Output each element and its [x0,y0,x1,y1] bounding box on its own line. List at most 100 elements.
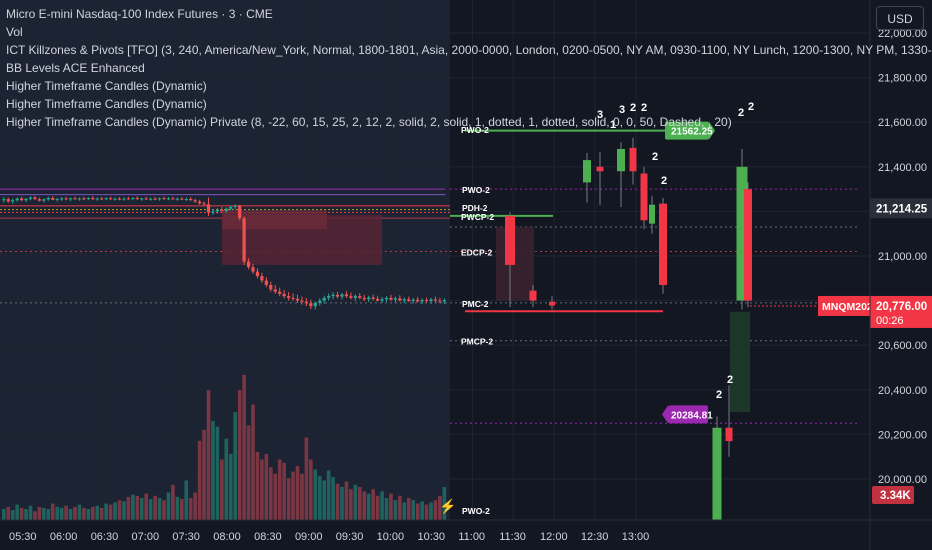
candle-body [238,205,242,219]
volume-bar [424,504,429,520]
candle-body [131,198,135,200]
candle-body [149,198,153,200]
time-tick-label: 10:30 [418,531,446,543]
candle-body [380,299,384,301]
symbol-title[interactable]: Micro E-mini Nasdaq-100 Index Futures · … [6,7,273,21]
volume-bar [415,503,420,520]
candle-body [331,294,335,297]
candle-body [278,291,282,294]
time-tick-label: 06:30 [91,531,119,543]
htf-candle-body [549,301,555,306]
volume-bar [380,491,384,520]
candle-body [33,197,37,200]
volume-bar [91,506,95,520]
volume-bar [326,470,331,520]
volume-bar [340,487,344,520]
crosshair-price-label: 21,214.25 [876,203,928,215]
time-axis[interactable] [0,520,932,550]
candle-body [273,289,277,292]
volume-bar [433,500,438,520]
htf-candle-body [725,427,733,442]
indicator-htf-candles-private[interactable]: Higher Timeframe Candles (Dynamic) Priva… [6,115,732,129]
htf-count-label: 3 [597,109,603,121]
volume-bar [153,495,157,520]
candle-body [362,297,366,300]
candle-body [73,198,77,200]
price-tick-label: 21,600.00 [878,117,927,129]
htf-candle-body [596,166,604,172]
candle-body [358,296,362,298]
volume-bar [95,505,100,520]
volume-bar [322,480,326,520]
volume-bar [175,496,180,520]
time-tick-label: 08:30 [254,531,282,543]
candle-body [11,200,15,202]
time-tick-label: 07:30 [172,531,200,543]
candle-body [20,198,24,201]
volume-bar [291,471,295,520]
candle-body [193,200,197,202]
volume-bar [131,494,135,520]
level-label: PWO-2 [461,125,489,135]
candle-body [327,296,331,298]
price-axis[interactable] [870,0,932,550]
htf-candle-body [505,215,515,265]
candle-body [255,271,260,277]
volume-bar [46,509,51,520]
price-tick-label: 21,000.00 [878,251,927,263]
volume-bar [59,507,64,520]
fvg-zone [222,210,327,230]
candle-body [51,198,55,200]
candle-body [157,198,162,200]
volume-bar [295,466,300,520]
indicator-vol[interactable]: Vol [6,25,23,39]
price-tick-label: 20,600.00 [878,340,927,352]
candle-body [393,298,397,300]
volume-bar [237,390,242,520]
candle-body [318,300,322,303]
candle-body [68,198,73,200]
candle-body [135,198,139,200]
candle-body [251,267,255,272]
volume-bar [28,505,33,520]
volume-label: 3.34K [880,490,911,502]
volume-bar [366,493,371,520]
symbol-tag-bg [818,295,870,316]
candle-body [104,198,108,200]
currency-button[interactable]: USD [876,6,924,30]
indicator-bb-levels[interactable]: BB Levels ACE Enhanced [6,61,145,75]
candle-body [140,198,144,200]
htf-count-label: 2 [748,101,754,113]
htf-candle-body [659,203,667,285]
candle-body [367,297,371,300]
time-tick-label: 12:00 [540,531,568,543]
candle-body [109,198,113,200]
candle-body [376,298,380,301]
htf-candle-body [649,204,655,224]
volume-bar [2,509,6,520]
level-label: PWCP-2 [461,212,494,222]
price-tick-label: 22,000.00 [878,28,927,40]
current-price-value: 20,776.00 [876,301,927,313]
candle-body [60,198,64,200]
candle-body [122,198,126,200]
indicator-htf-candles-1[interactable]: Higher Timeframe Candles (Dynamic) [6,79,207,93]
candle-body [429,299,433,302]
volume-bar [24,509,28,520]
candle-body [424,300,429,302]
volume-bar [242,374,246,520]
indicator-htf-candles-2[interactable]: Higher Timeframe Candles (Dynamic) [6,97,207,111]
lightning-icon[interactable]: ⚡ [439,498,457,514]
volume-bar [64,505,68,520]
htf-candle-body [712,427,722,535]
indicator-killzones[interactable]: ICT Killzones & Pivots [TFO] (3, 240, Am… [6,43,932,57]
candle-body [291,297,295,299]
volume-bar [144,493,148,520]
fvg-zone [730,311,750,413]
volume-bar [73,506,77,520]
current-price-bg [870,295,932,328]
crosshair-price-bg [870,198,932,219]
volume-bar [406,498,411,520]
candle-body [198,201,202,204]
